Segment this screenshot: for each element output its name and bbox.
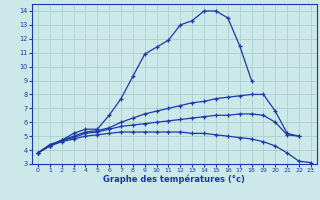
X-axis label: Graphe des températures (°c): Graphe des températures (°c) (103, 175, 245, 184)
